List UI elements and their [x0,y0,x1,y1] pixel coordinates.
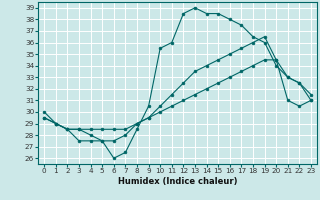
X-axis label: Humidex (Indice chaleur): Humidex (Indice chaleur) [118,177,237,186]
